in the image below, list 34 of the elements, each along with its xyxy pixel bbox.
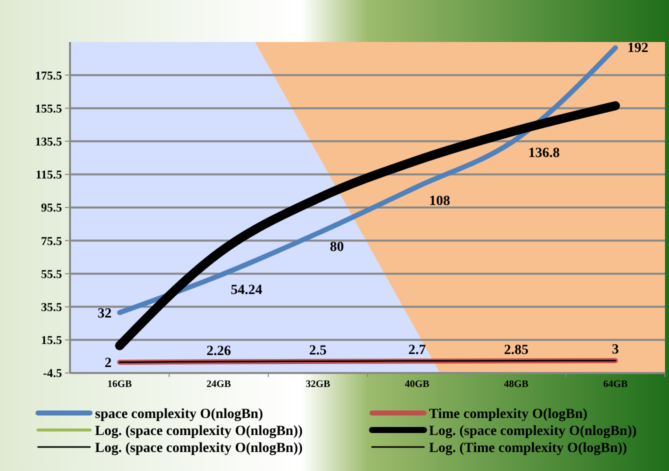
- data-label: 2.5: [309, 343, 327, 358]
- data-label: 2: [104, 356, 112, 372]
- data-label: 2.85: [504, 342, 528, 358]
- x-tick-label: 32GB: [306, 379, 330, 390]
- data-label: 2.7: [408, 343, 426, 358]
- y-tick-label: 75.5: [41, 234, 62, 248]
- y-tick-label: 55.5: [41, 266, 62, 281]
- legend-label: space complexity O(nlogBn): [95, 406, 264, 422]
- y-tick-label: -4.5: [43, 366, 62, 380]
- y-tick-label: 35.5: [41, 300, 62, 314]
- y-tick-label: 155.5: [35, 101, 62, 116]
- y-tick-label: 15.5: [41, 333, 62, 348]
- data-label: 192: [627, 40, 648, 56]
- data-label: 2.26: [206, 344, 231, 359]
- data-label: 136.8: [528, 146, 560, 162]
- data-label: 108: [429, 194, 450, 209]
- x-tick-label: 64GB: [603, 379, 628, 390]
- x-tick-label: 16GB: [107, 379, 132, 390]
- data-label: 54.24: [230, 282, 262, 298]
- data-label: 32: [98, 306, 112, 322]
- x-tick-label: 24GB: [206, 379, 232, 390]
- y-tick-label: 135.5: [35, 134, 62, 148]
- legend-label: Log. (space complexity O(nlogBn)): [95, 440, 303, 456]
- x-tick-label: 48GB: [504, 379, 529, 390]
- legend-label: Log. (space complexity O(nlogBn)): [95, 424, 303, 439]
- y-tick-label: 175.5: [35, 68, 62, 82]
- legend-label: Log. (space complexity O(nlogBn)): [429, 424, 637, 439]
- data-label: 3: [612, 342, 619, 358]
- legend-label: Time complexity O(logBn): [429, 406, 588, 422]
- y-tick-label: 115.5: [36, 168, 62, 182]
- y-tick-label: 95.5: [41, 200, 62, 215]
- data-label: 80: [330, 240, 344, 256]
- legend-label: Log. (Time complexity O(logBn)): [429, 440, 628, 456]
- x-tick-label: 40GB: [404, 379, 430, 390]
